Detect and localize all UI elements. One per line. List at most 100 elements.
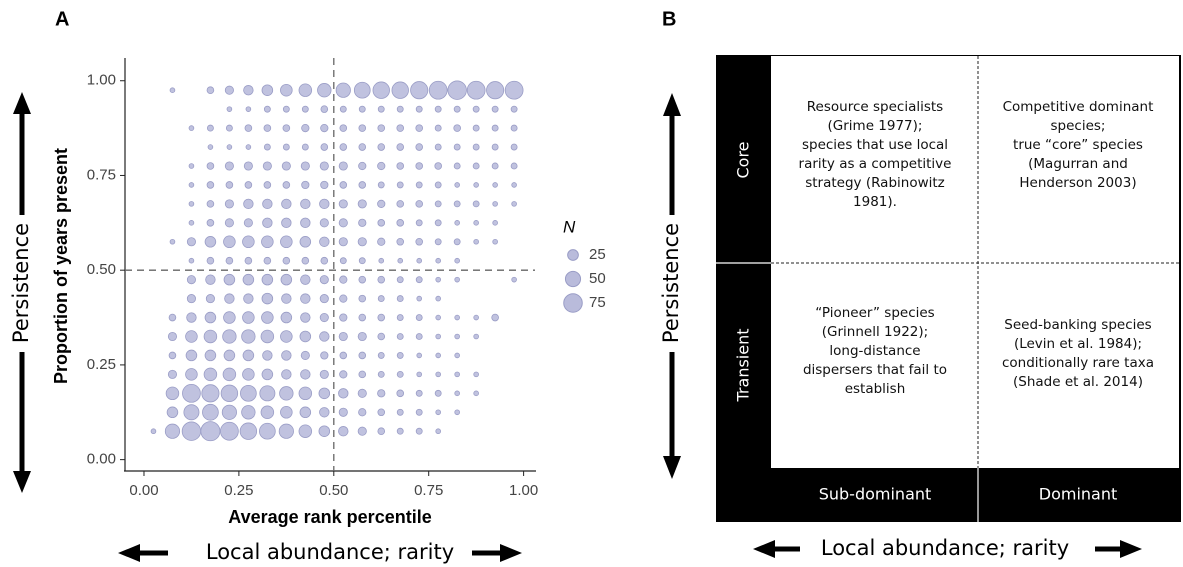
bubble xyxy=(415,333,423,340)
bubble xyxy=(168,313,177,322)
bubble xyxy=(223,311,236,324)
bubble xyxy=(491,313,499,322)
bubble xyxy=(281,217,292,229)
bubble xyxy=(301,256,310,265)
bubble xyxy=(338,331,348,342)
bubble xyxy=(454,276,460,283)
bubble xyxy=(415,105,423,113)
quadrant-text: (Grime 1977); xyxy=(828,118,923,134)
bubble xyxy=(242,235,255,249)
bubble xyxy=(319,236,330,247)
bubble xyxy=(397,257,404,264)
bubble xyxy=(319,313,329,323)
bubble xyxy=(279,386,294,401)
quadrant-text: (Grinnell 1922); xyxy=(822,324,928,340)
bubble xyxy=(358,181,367,189)
bubble xyxy=(243,85,254,96)
bubble xyxy=(434,389,442,397)
bubble xyxy=(473,390,479,397)
bubble xyxy=(339,124,348,132)
bubble xyxy=(261,311,274,324)
bubble xyxy=(339,181,348,189)
bubble xyxy=(435,352,441,359)
bubble xyxy=(453,105,461,113)
bubble xyxy=(261,368,274,381)
bubble xyxy=(203,367,218,382)
bubble xyxy=(454,257,460,264)
bubble xyxy=(377,124,386,132)
bubble xyxy=(242,368,255,381)
bubble xyxy=(263,143,271,151)
row-label: Transient xyxy=(734,329,753,403)
bubble xyxy=(225,124,233,132)
bubble xyxy=(358,408,367,417)
bubble xyxy=(280,406,293,419)
outer-x-label: Local abundance; rarity xyxy=(206,540,454,564)
quadrant-text: rarity as a competitive xyxy=(799,156,952,172)
bubble xyxy=(358,124,367,132)
bubble xyxy=(245,106,252,112)
bubble xyxy=(434,238,442,246)
bubble xyxy=(416,371,423,378)
quadrant-text: (Magurran and xyxy=(1028,156,1128,172)
bubble xyxy=(511,201,517,207)
bubble xyxy=(435,371,441,378)
bubble xyxy=(242,311,255,324)
bubble xyxy=(472,105,480,113)
bubble xyxy=(428,80,448,100)
bubble xyxy=(396,219,405,227)
bubble xyxy=(396,276,404,284)
bubble xyxy=(319,407,330,418)
bubble xyxy=(188,201,195,207)
bubble xyxy=(261,84,274,96)
bubble xyxy=(339,275,348,284)
bubble xyxy=(491,143,499,151)
bubble xyxy=(300,198,311,210)
legend-key xyxy=(564,270,582,288)
bubble xyxy=(473,220,479,226)
bubble xyxy=(358,143,367,151)
quadrant-text: “Pioneer” species xyxy=(815,305,934,321)
bubble xyxy=(281,198,292,210)
bubble xyxy=(396,162,405,170)
bubble xyxy=(377,199,386,208)
bubble xyxy=(280,83,293,97)
bubble xyxy=(320,105,329,113)
bubble xyxy=(206,219,215,227)
bubble xyxy=(318,425,331,437)
bubble xyxy=(396,314,404,321)
y-tick-label: 1.00 xyxy=(87,72,116,89)
bubble xyxy=(434,162,442,170)
bubble xyxy=(300,312,311,323)
bubble xyxy=(261,235,274,249)
bubble xyxy=(186,294,196,304)
bubble xyxy=(261,273,274,286)
bubble xyxy=(169,238,176,245)
bubble xyxy=(281,369,292,380)
bubble xyxy=(453,200,461,208)
bubble xyxy=(150,428,157,435)
quadrant-text: strategy (Rabinowitz xyxy=(805,175,945,191)
bubble xyxy=(473,238,479,245)
bubble xyxy=(319,161,329,171)
bubble xyxy=(492,182,498,188)
bubble xyxy=(320,351,329,360)
arrow-head xyxy=(13,471,31,493)
bubble xyxy=(410,81,429,100)
bubble xyxy=(188,182,195,188)
bubble xyxy=(415,237,423,246)
bubble xyxy=(300,161,310,171)
bubble xyxy=(164,423,181,439)
bubble xyxy=(263,256,272,265)
bubble xyxy=(167,369,177,379)
bubble xyxy=(358,161,367,171)
y-tick-label: 0.75 xyxy=(87,166,116,183)
bubble xyxy=(415,162,423,170)
bubble xyxy=(281,293,292,304)
bubble xyxy=(182,383,201,403)
bubble xyxy=(281,161,291,171)
bubble xyxy=(206,86,215,94)
bubble xyxy=(319,294,329,304)
bubble xyxy=(223,235,236,249)
arrow-head xyxy=(118,544,140,562)
